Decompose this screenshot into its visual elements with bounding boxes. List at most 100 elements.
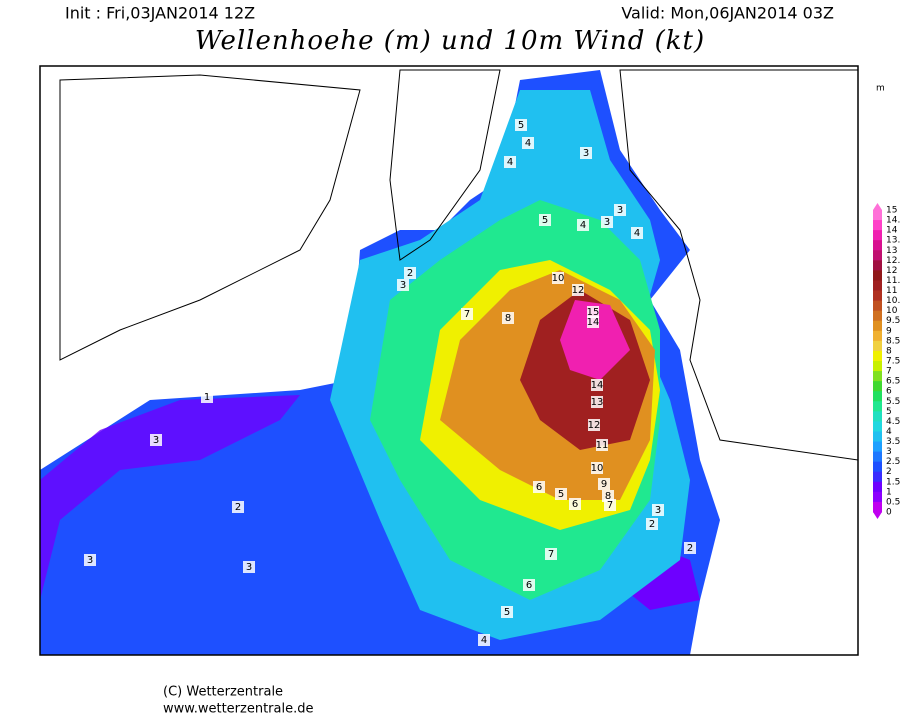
label-box xyxy=(232,501,244,513)
colorbar-band xyxy=(873,431,882,443)
colorbar-label: 9 xyxy=(886,326,892,336)
colorbar-band xyxy=(873,361,882,372)
contour-label: 3 xyxy=(583,148,589,159)
colorbar-label: 1 xyxy=(886,487,892,497)
map xyxy=(39,65,859,656)
colorbar-label: 7.5 xyxy=(886,357,900,367)
contour-label: 2 xyxy=(649,519,655,530)
colorbar-label: 1.5 xyxy=(886,477,900,487)
colorbar-band xyxy=(873,300,882,312)
colorbar-band xyxy=(873,280,882,292)
colorbar-label: 13 xyxy=(886,246,897,256)
colorbar-label: 7 xyxy=(886,367,892,377)
colorbar-label: 13. xyxy=(886,236,900,246)
colorbar-label: 6 xyxy=(886,387,892,397)
colorbar-band xyxy=(873,461,882,473)
colorbar-label: 14 xyxy=(886,226,898,236)
contour-label: 12 xyxy=(588,420,601,431)
label-box xyxy=(523,579,535,591)
contour-label: 3 xyxy=(655,505,661,516)
contour-label: 7 xyxy=(548,549,554,560)
label-box xyxy=(545,548,557,560)
label-box xyxy=(646,518,658,530)
source-url: www.wetterzentrale.de xyxy=(163,702,313,717)
label-box xyxy=(587,306,599,318)
colorbar-band xyxy=(873,320,882,332)
label-box xyxy=(150,434,162,446)
label-box xyxy=(598,478,610,490)
colorbar-band xyxy=(873,391,882,402)
label-box xyxy=(539,214,551,226)
contour-label: 4 xyxy=(507,157,513,168)
label-box xyxy=(243,561,255,573)
label-box xyxy=(478,634,490,646)
label-box xyxy=(631,227,643,239)
colorbar-band xyxy=(873,270,882,281)
contour-label: 4 xyxy=(580,220,586,231)
colorbar-label: 15 xyxy=(886,206,897,216)
contour-label: 6 xyxy=(572,499,578,510)
contour-label: 5 xyxy=(518,120,524,131)
label-box xyxy=(601,216,613,228)
label-box xyxy=(572,284,584,296)
colorbar-label: 11 xyxy=(886,286,897,296)
label-box xyxy=(552,272,564,284)
colorbar-label: 5 xyxy=(886,407,892,417)
contour-label: 9 xyxy=(601,479,607,490)
colorbar-band xyxy=(873,250,882,261)
colorbar-band xyxy=(873,501,882,513)
colorbar-label: 12. xyxy=(886,256,900,266)
colorbar-label: 4 xyxy=(886,427,892,437)
colorbar-label: 3 xyxy=(886,447,892,457)
colorbar-band xyxy=(873,371,882,382)
colorbar-label: 8 xyxy=(886,346,892,356)
contour-label: 5 xyxy=(542,215,548,226)
colorbar-band xyxy=(873,491,882,503)
contour-label: 15 xyxy=(587,307,600,318)
colorbar-label: 8.5 xyxy=(886,336,900,346)
contour-label: 4 xyxy=(525,138,531,149)
label-box xyxy=(533,481,545,493)
contour-label: 7 xyxy=(464,309,470,320)
label-box xyxy=(652,504,664,516)
colorbar-band xyxy=(873,310,882,322)
label-box xyxy=(201,391,213,403)
contour-label: 4 xyxy=(634,228,640,239)
label-box xyxy=(614,204,626,216)
colorbar-label: 6.5 xyxy=(886,377,900,387)
colorbar-label: 0.5 xyxy=(886,497,900,507)
map-title: Wellenhoehe (m) und 10m Wind (kt) xyxy=(195,26,705,56)
colorbar-label: 11. xyxy=(886,276,900,286)
colorbar-label: 5.5 xyxy=(886,397,900,407)
colorbar-band xyxy=(873,290,882,302)
colorbar-label: 12 xyxy=(886,266,897,276)
label-box xyxy=(588,419,600,431)
colorbar-label: 4.5 xyxy=(886,417,900,427)
init-time: Init : Fri,03JAN2014 12Z xyxy=(65,4,255,23)
contour-label: 3 xyxy=(246,562,252,573)
colorbar-band xyxy=(873,230,882,241)
contour-label: 3 xyxy=(400,280,406,291)
contour-label: 8 xyxy=(505,313,511,324)
label-box xyxy=(587,316,599,328)
label-box xyxy=(522,137,534,149)
label-box xyxy=(397,279,409,291)
colorbar-band xyxy=(873,401,882,412)
colorbar-band xyxy=(873,381,882,392)
label-box xyxy=(461,308,473,320)
contour-label: 13 xyxy=(591,397,604,408)
contour-label: 12 xyxy=(572,285,585,296)
label-box xyxy=(580,147,592,159)
colorbar-band xyxy=(873,240,882,251)
contour-label: 6 xyxy=(526,580,532,591)
label-box xyxy=(501,606,513,618)
colorbar-band xyxy=(873,210,882,221)
contour-label: 2 xyxy=(407,268,413,279)
valid-time: Valid: Mon,06JAN2014 03Z xyxy=(621,4,834,23)
contour-label: 4 xyxy=(481,635,487,646)
contour-label: 3 xyxy=(153,435,159,446)
colorbar-band xyxy=(873,421,882,432)
label-box xyxy=(577,219,589,231)
